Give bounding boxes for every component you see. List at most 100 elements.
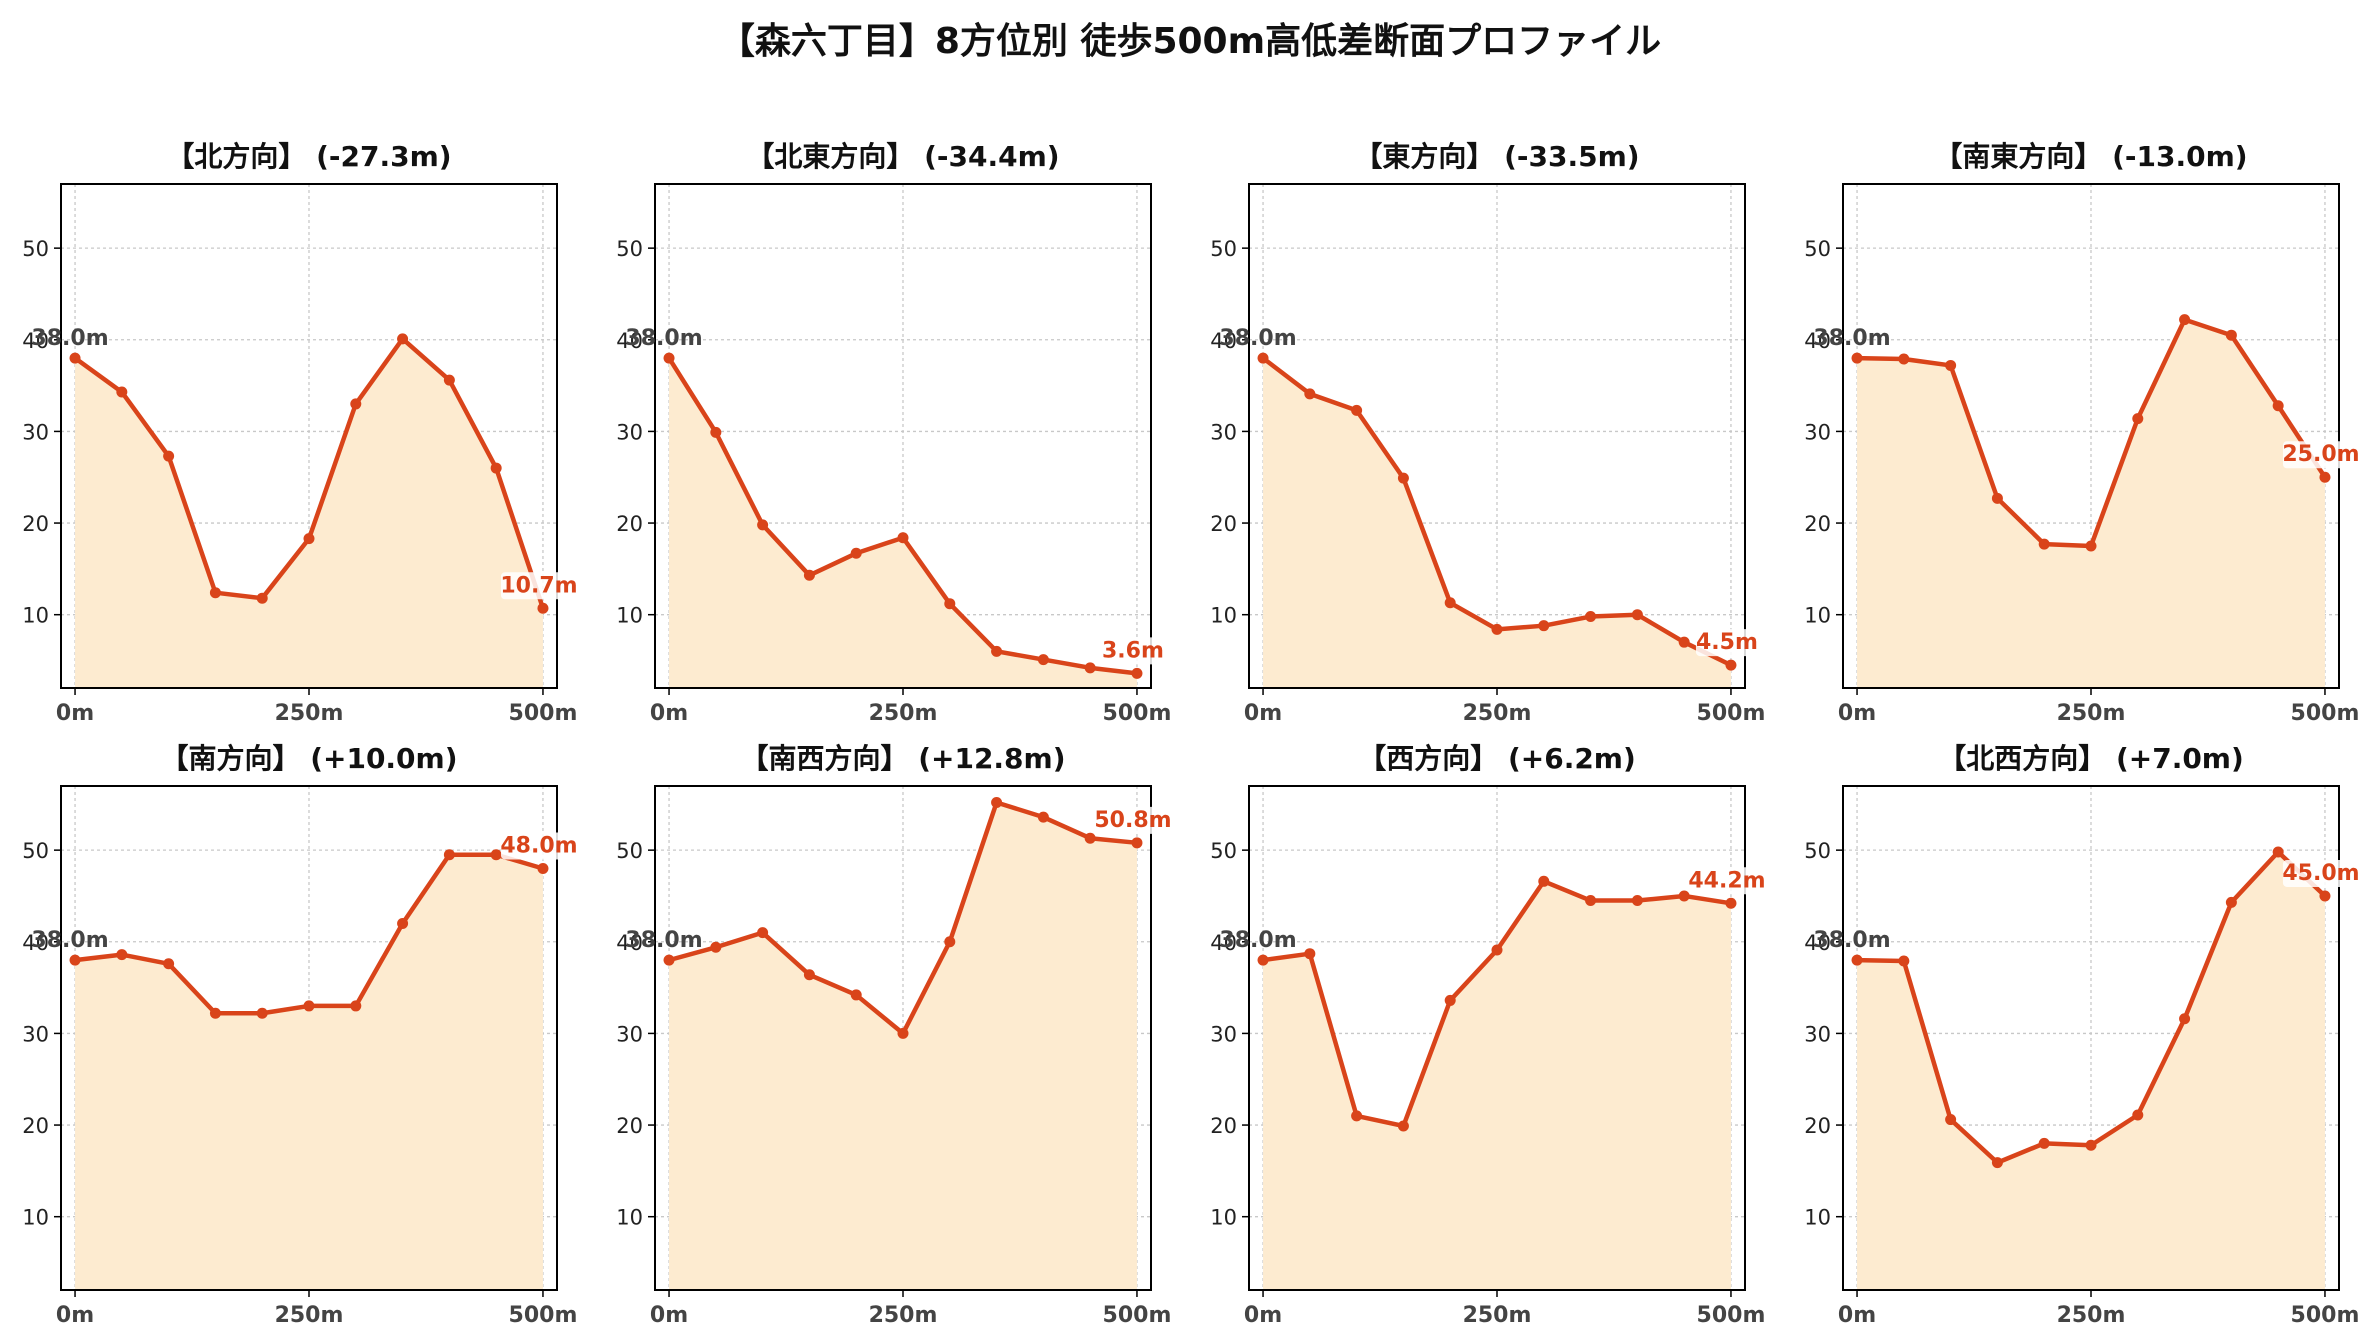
start-elevation-label: 38.0m bbox=[1813, 326, 1890, 351]
data-point bbox=[1304, 948, 1316, 960]
data-point bbox=[2272, 846, 2284, 858]
subplot-title: 【北東方向】 (-34.4m) bbox=[746, 140, 1059, 173]
subplot-title: 【南方向】 (+10.0m) bbox=[160, 742, 457, 775]
data-point bbox=[663, 954, 675, 966]
data-point bbox=[397, 333, 409, 345]
x-tick-label: 250m bbox=[869, 1303, 938, 1328]
x-tick-label: 250m bbox=[1463, 1303, 1532, 1328]
data-point bbox=[1257, 352, 1269, 364]
data-point bbox=[803, 569, 815, 581]
data-point bbox=[1631, 895, 1643, 907]
y-tick-label: 50 bbox=[22, 839, 49, 863]
y-tick-label: 30 bbox=[1210, 420, 1237, 444]
data-point bbox=[1304, 388, 1316, 400]
data-point bbox=[1037, 654, 1049, 666]
data-point bbox=[443, 849, 455, 861]
end-label-box bbox=[1094, 806, 1171, 834]
y-tick-label: 40 bbox=[22, 931, 49, 955]
y-tick-label: 50 bbox=[22, 237, 49, 261]
data-point bbox=[2085, 1139, 2097, 1151]
data-point bbox=[803, 969, 815, 981]
data-point bbox=[2225, 329, 2237, 341]
data-point bbox=[850, 989, 862, 1001]
x-tick-label: 0m bbox=[1838, 1303, 1876, 1328]
data-point bbox=[1257, 954, 1269, 966]
data-point bbox=[2179, 1013, 2191, 1025]
elevation-area bbox=[75, 338, 543, 688]
data-point bbox=[116, 949, 128, 961]
end-label-box bbox=[500, 832, 577, 860]
y-tick-label: 50 bbox=[1210, 237, 1237, 261]
data-point bbox=[2225, 896, 2237, 908]
y-tick-label: 50 bbox=[616, 839, 643, 863]
subplot-0: 0m 250m 500m 10 20 30 40 50 【北方向】 (-27.3m) 38.0m 1… bbox=[22, 140, 577, 726]
y-tick-label: 30 bbox=[22, 420, 49, 444]
y-tick-label: 20 bbox=[616, 1114, 643, 1138]
x-tick-label: 250m bbox=[1463, 701, 1532, 726]
data-point bbox=[350, 1000, 362, 1012]
end-elevation-label: 4.5m bbox=[1696, 630, 1758, 655]
data-point bbox=[209, 587, 221, 599]
x-tick-label: 0m bbox=[56, 701, 94, 726]
data-point bbox=[897, 532, 909, 544]
data-point bbox=[2319, 890, 2331, 902]
x-tick-label: 250m bbox=[275, 701, 344, 726]
data-point bbox=[663, 352, 675, 364]
data-point bbox=[350, 398, 362, 410]
y-tick-label: 10 bbox=[22, 604, 49, 628]
y-tick-label: 50 bbox=[616, 237, 643, 261]
x-tick-label: 500m bbox=[509, 1303, 578, 1328]
data-point bbox=[1397, 472, 1409, 484]
data-point bbox=[1538, 875, 1550, 887]
data-point bbox=[1444, 994, 1456, 1006]
data-point bbox=[1898, 353, 1910, 365]
y-tick-label: 30 bbox=[1804, 1022, 1831, 1046]
x-tick-label: 250m bbox=[275, 1303, 344, 1328]
data-point bbox=[163, 450, 175, 462]
end-label-box bbox=[1688, 867, 1765, 895]
data-point bbox=[1397, 1120, 1409, 1132]
data-point bbox=[1131, 837, 1143, 849]
data-point bbox=[1491, 623, 1503, 635]
x-tick-label: 500m bbox=[1103, 701, 1172, 726]
end-elevation-label: 10.7m bbox=[500, 573, 577, 598]
y-tick-label: 30 bbox=[22, 1022, 49, 1046]
data-point bbox=[1084, 832, 1096, 844]
start-elevation-label: 38.0m bbox=[31, 928, 108, 953]
y-tick-label: 10 bbox=[1804, 1206, 1831, 1230]
y-tick-label: 40 bbox=[1210, 931, 1237, 955]
y-tick-label: 40 bbox=[1210, 329, 1237, 353]
data-point bbox=[256, 1007, 268, 1019]
data-point bbox=[2085, 540, 2097, 552]
elevation-area bbox=[1857, 319, 2325, 688]
data-point bbox=[897, 1027, 909, 1039]
elevation-area bbox=[75, 854, 543, 1290]
end-elevation-label: 45.0m bbox=[2282, 861, 2359, 886]
y-tick-label: 50 bbox=[1210, 839, 1237, 863]
subplot-5: 0m 250m 500m 10 20 30 40 50 【南西方向】 (+12.8m) 38.0m… bbox=[616, 742, 1171, 1328]
data-point bbox=[1991, 1157, 2003, 1169]
data-point bbox=[1898, 955, 1910, 967]
end-elevation-label: 48.0m bbox=[500, 833, 577, 858]
data-point bbox=[163, 958, 175, 970]
start-elevation-label: 38.0m bbox=[625, 326, 702, 351]
x-tick-label: 500m bbox=[1697, 701, 1766, 726]
subplot-2: 0m 250m 500m 10 20 30 40 50 【東方向】 (-33.5m) 38.0m 4… bbox=[1210, 140, 1765, 726]
end-elevation-label: 50.8m bbox=[1094, 808, 1171, 833]
y-tick-label: 40 bbox=[1804, 329, 1831, 353]
elevation-area bbox=[669, 358, 1137, 688]
data-point bbox=[850, 547, 862, 559]
elevation-area bbox=[669, 802, 1137, 1290]
data-point bbox=[116, 386, 128, 398]
x-tick-label: 500m bbox=[1103, 1303, 1172, 1328]
data-point bbox=[1131, 667, 1143, 679]
y-tick-label: 20 bbox=[22, 512, 49, 536]
data-point bbox=[69, 954, 81, 966]
y-tick-label: 20 bbox=[22, 1114, 49, 1138]
data-point bbox=[944, 936, 956, 948]
data-point bbox=[1538, 620, 1550, 632]
y-tick-label: 40 bbox=[616, 931, 643, 955]
y-tick-label: 40 bbox=[616, 329, 643, 353]
